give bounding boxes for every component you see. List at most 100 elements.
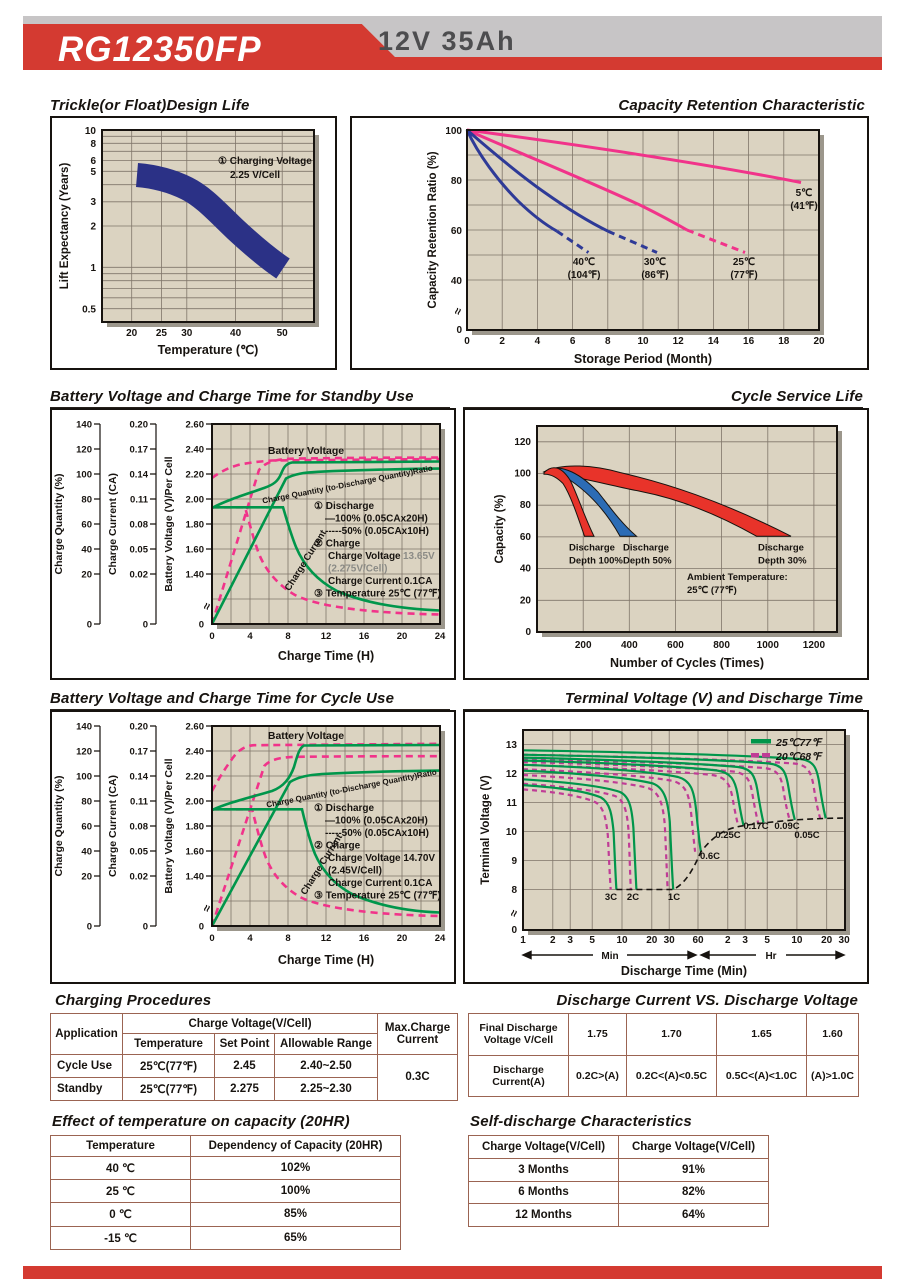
tick-label: 0 [87, 922, 92, 933]
annotation: Charge Current 0.1CA [328, 878, 432, 889]
cell: 2.275 [214, 1076, 275, 1102]
battery-voltage-100pct [212, 460, 440, 510]
legend: 25℃77℉ 20℃68℉ [751, 737, 823, 763]
title-cycle-use: Battery Voltage and Charge Time for Cycl… [50, 690, 450, 711]
tick-label: 20 [821, 935, 833, 946]
band-label: Discharge [623, 543, 669, 554]
annotation-value: 13.65V [403, 551, 435, 562]
curve-06c-20c [523, 768, 697, 852]
cell: -15 ℃ [50, 1225, 191, 1251]
cell: 1.65 [716, 1013, 807, 1056]
tick-label: 20 [81, 872, 92, 883]
tick-label: 12 [506, 769, 518, 780]
tick-label: 2.40 [186, 445, 205, 456]
tick-label: 80 [520, 500, 532, 511]
tick-label: 30 [181, 328, 193, 339]
cycle-life-chart: 120 100 80 60 40 20 0 200 400 600 800 10… [494, 425, 842, 670]
plot-frame [466, 129, 820, 331]
y-axis-label: Capacity Retention Ratio (%) [427, 151, 439, 308]
table-row: 0 ℃ 85% [50, 1202, 401, 1227]
axis-label: Charge Quantity (%) [53, 474, 65, 575]
axis-break: ≈ [506, 907, 522, 918]
tick-label: 6 [570, 336, 576, 347]
annotation: ② Charge [314, 841, 361, 852]
tick-label: 10 [506, 827, 518, 838]
grid [212, 726, 440, 926]
tick-label: 20 [397, 933, 408, 944]
plot-frame [536, 425, 838, 633]
curve-009c-25c [523, 753, 796, 821]
tick-label: 10 [616, 935, 628, 946]
tick-label: 16 [359, 933, 370, 944]
tick-label: 0.02 [130, 872, 149, 883]
y-axis-label: Terminal Voltage (V) [480, 775, 492, 885]
tick-label: 16 [359, 631, 370, 642]
tick-label: 6 [90, 156, 96, 167]
cell: 82% [618, 1180, 769, 1205]
cell: 3 Months [468, 1157, 619, 1182]
tick-label: 100 [514, 469, 531, 480]
tick-label: 2.60 [186, 722, 205, 733]
col-header: Charge Voltage(V/Cell) [122, 1012, 378, 1035]
tick-label: 1200 [803, 640, 826, 651]
charge-quantity-100pct [212, 467, 440, 624]
tick-label: 0.20 [130, 722, 149, 733]
tick-label: 1.40 [186, 872, 205, 883]
title-discharge: Discharge Current VS. Discharge Voltage [556, 992, 858, 1009]
tick-label: 60 [81, 822, 92, 833]
curve-label: (86℉) [641, 270, 668, 281]
curve-3c-20c [523, 788, 612, 890]
x-axis-label: Discharge Time (Min) [621, 964, 747, 978]
battery-spec: 12V 35Ah [378, 26, 516, 56]
curve-017c-20c [523, 760, 760, 824]
annotation: Ambient Temperature: [687, 572, 788, 583]
axis-label: Charge Quantity (%) [53, 776, 65, 877]
tick-label: 5 [90, 167, 96, 178]
tick-label: 20 [126, 328, 138, 339]
cell: 40 ℃ [50, 1155, 191, 1180]
range-label: Hr [765, 951, 776, 962]
tick-label: 3 [567, 935, 573, 946]
curve-30c [466, 128, 609, 233]
tick-label: 2.00 [186, 797, 205, 808]
curves [212, 456, 440, 624]
tick-label: 4 [247, 631, 253, 642]
curve-label: 0.09C [774, 821, 799, 832]
curve-label: 0.25C [715, 830, 740, 841]
band-label: Depth 100% [569, 556, 623, 567]
annotation: ③ Temperature 25℃ (77℉) [314, 589, 441, 600]
cell: 100% [190, 1178, 401, 1204]
table-row: Discharge Current(A) 0.2C>(A) 0.2C<(A)<0… [468, 1054, 859, 1097]
tick-label: 8 [511, 885, 517, 896]
tick-label: 800 [713, 640, 730, 651]
tick-label: 0 [525, 627, 531, 638]
tick-label: 1000 [757, 640, 780, 651]
curve-label: 0.6C [700, 851, 720, 862]
table-row: 3 Months 91% [468, 1157, 769, 1182]
cell: 25℃(77℉) [122, 1053, 215, 1078]
curve-25c-dashed [686, 228, 746, 254]
axis-break: ≈ [199, 902, 215, 913]
title-trickle: Trickle(or Float)Design Life [50, 97, 335, 118]
tick-label: 1 [90, 263, 96, 274]
charge-current-50pct [212, 506, 440, 616]
tick-label: 2.00 [186, 495, 205, 506]
annotation: -----50% (0.05CAx10H) [325, 828, 429, 839]
curve-5c [466, 128, 802, 184]
tick-label: 80 [451, 176, 463, 187]
charge-current-100pct [212, 808, 440, 914]
tick-label: 5 [589, 935, 595, 946]
cell: 6 Months [468, 1180, 619, 1205]
annotation: (2.45V/Cell) [328, 866, 382, 877]
tick-label: 0.5 [82, 305, 96, 316]
tick-label: 60 [451, 226, 463, 237]
curve-label: (41℉) [790, 201, 817, 212]
tick-label: 18 [778, 336, 790, 347]
header-red-banner [23, 24, 408, 70]
curve-label: 1C [668, 892, 680, 903]
cell: 85% [190, 1202, 401, 1227]
axis-label: Battery Voltage (V)/Per Cell [163, 456, 175, 591]
axis-label: Charge Current (CA) [107, 775, 119, 877]
table-row: -15 ℃ 65% [50, 1225, 401, 1251]
